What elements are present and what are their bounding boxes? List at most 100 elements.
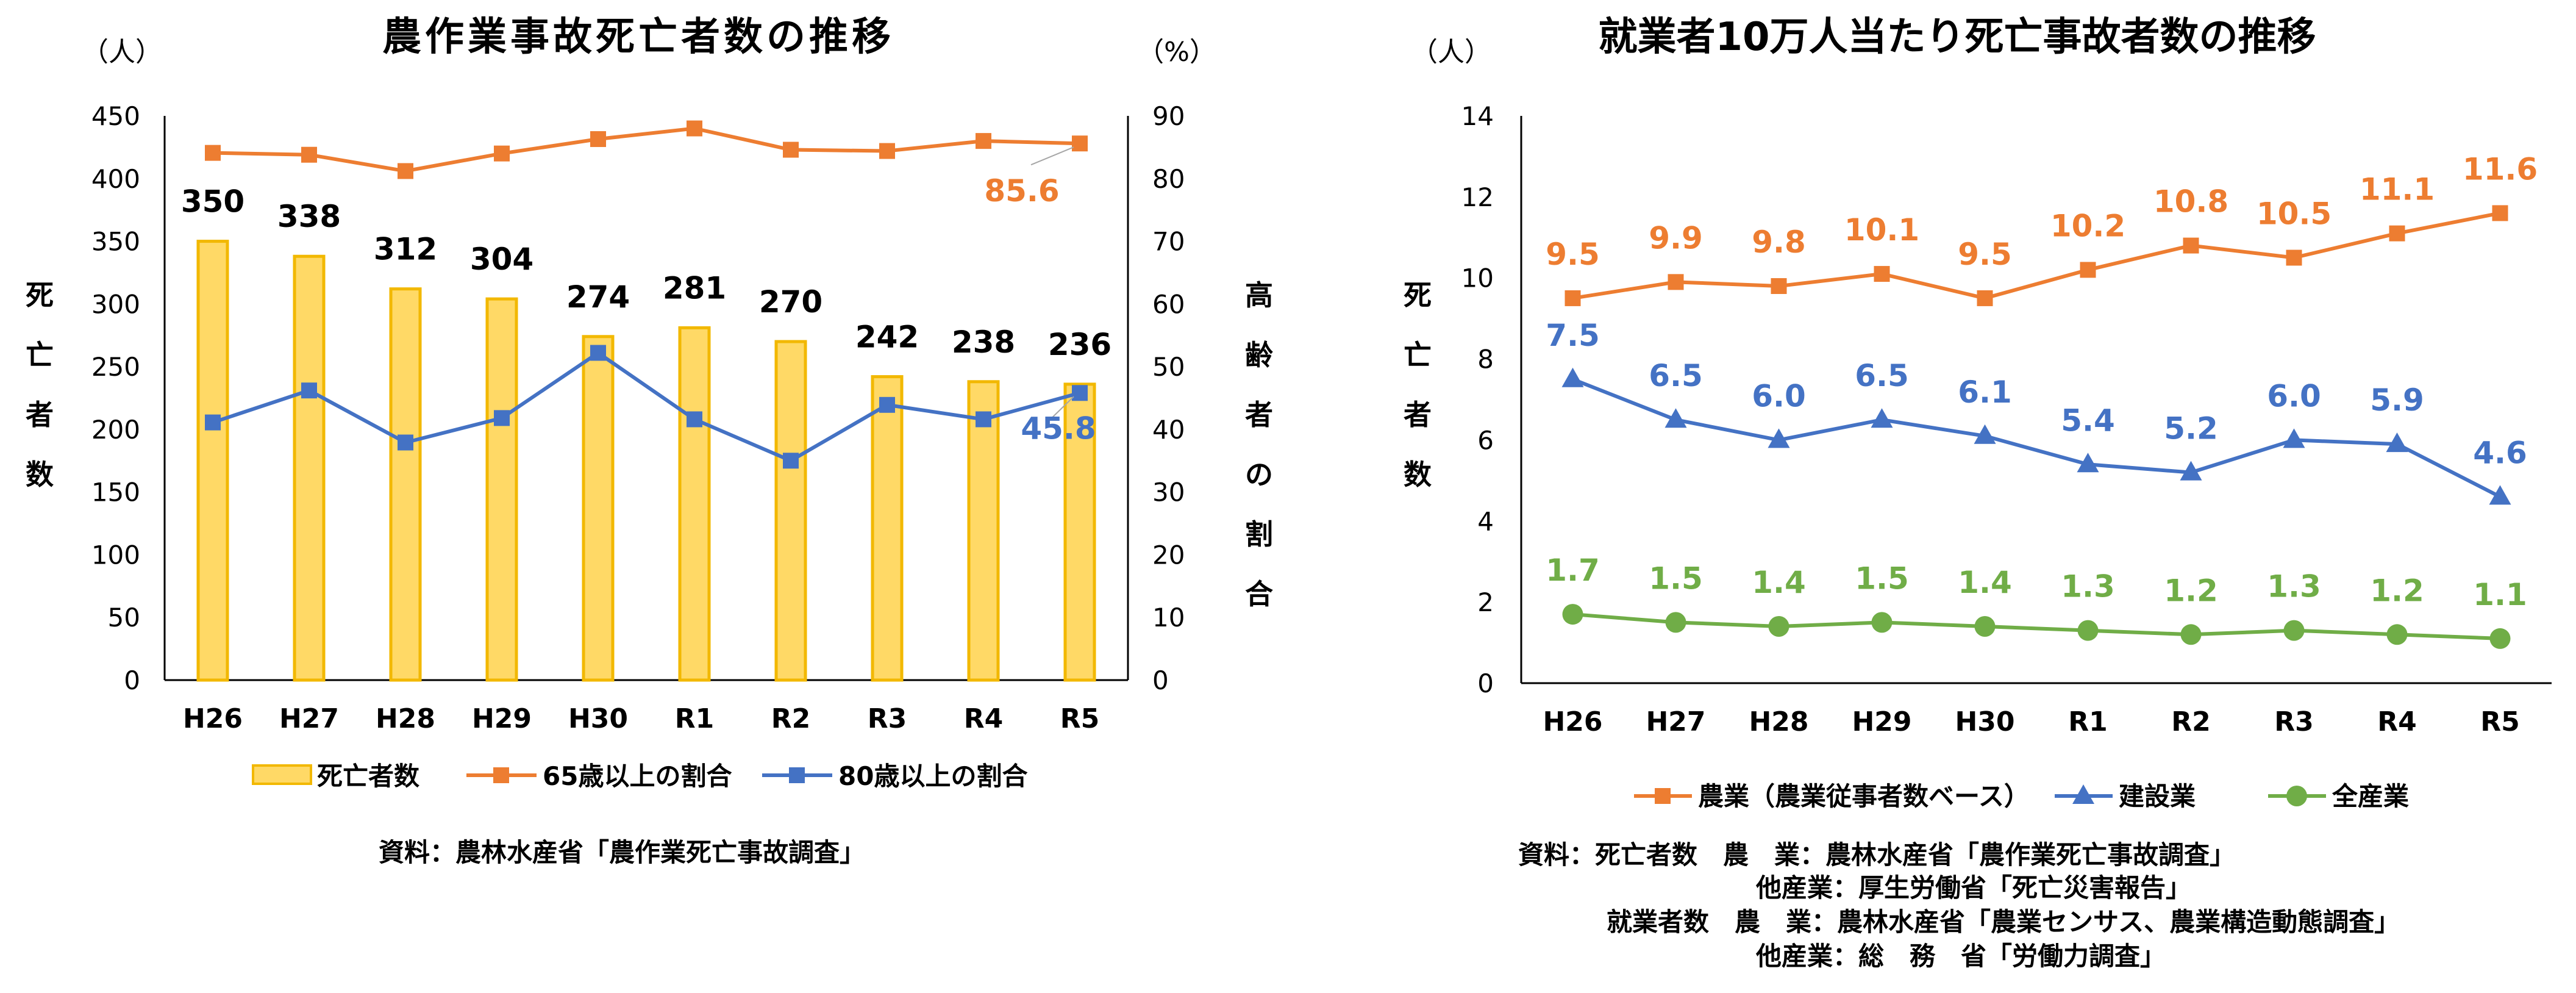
- x-tick-label: H26: [1543, 706, 1602, 737]
- over65-point: [1072, 135, 1088, 152]
- x-tick-label: R1: [2068, 706, 2108, 737]
- construction-point: [2180, 461, 2202, 481]
- bar: [774, 340, 807, 682]
- over80-point: [398, 434, 413, 451]
- bar: [1063, 382, 1096, 682]
- left-y-tick-label: 400: [91, 164, 140, 194]
- x-tick-label: R4: [964, 703, 1004, 734]
- agri-point: [1771, 278, 1787, 294]
- agri-point: [2492, 205, 2508, 221]
- bar: [678, 326, 711, 682]
- construction-value-label: 6.0: [1752, 378, 1806, 414]
- right-chart-legend: 農業（農業従事者数ベース） 建設業 全産業: [1634, 781, 2409, 811]
- construction-point: [1974, 424, 1996, 444]
- legend-marker-construction: [2072, 784, 2094, 804]
- left-y-unit: （人）: [82, 37, 162, 68]
- over65-point: [590, 131, 606, 148]
- right-y-tick-label: 40: [1152, 415, 1185, 445]
- agri-value-label: 10.2: [2050, 208, 2125, 243]
- x-tick-label: H26: [183, 703, 243, 734]
- agri-value-label: 10.5: [2257, 196, 2332, 232]
- construction-value-label: 5.9: [2370, 382, 2424, 418]
- agri-value-label: 9.9: [1649, 220, 1703, 256]
- bar: [871, 375, 904, 682]
- legend-marker-all-industry: [2286, 786, 2307, 806]
- right-y-axis-label-char: 者: [1404, 398, 1432, 431]
- agri-point: [2080, 262, 2096, 278]
- right-source-line-4: 他産業：総 務 省「労働力調査」: [1755, 941, 2166, 971]
- right-source-line-3: 就業者数 農 業：農林水産省「農業センサス、農業構造動態調査」: [1607, 907, 2400, 937]
- x-tick-label: R3: [868, 703, 907, 734]
- x-tick-label: H29: [1852, 706, 1911, 737]
- left-y-tick-label: 0: [124, 665, 140, 695]
- over80-point: [590, 345, 606, 361]
- agri-value-label: 10.8: [2153, 184, 2228, 220]
- left-y-tick-label: 300: [91, 289, 140, 319]
- y-tick-label: 14: [1461, 101, 1494, 131]
- left-chart-plot: 0 50 100 150 200 250 300 350 400 450 0 10 20 30 40 50 60…: [91, 101, 1185, 734]
- bar: [196, 240, 229, 682]
- right-source-line-1: 資料：死亡者数 農 業：農林水産省「農作業死亡事故調査」: [1518, 840, 2235, 870]
- construction-point: [1561, 367, 1584, 387]
- bar: [389, 287, 422, 682]
- y-tick-label: 2: [1477, 587, 1494, 617]
- over65-line: [212, 126, 1080, 173]
- left-y-axis-label-char: 死: [26, 279, 54, 312]
- construction-point: [1664, 408, 1687, 428]
- legend-label-agri: 農業（農業従事者数ベース）: [1698, 781, 2030, 811]
- bar-value-label: 281: [663, 270, 726, 306]
- bar-value-label: 242: [855, 320, 919, 355]
- right-source-line-2: 他産業：厚生労働省「死亡災害報告」: [1755, 873, 2191, 903]
- all-industry-value-label: 1.5: [1649, 561, 1703, 596]
- over80-point: [783, 453, 799, 469]
- bar-value-label: 350: [181, 184, 244, 220]
- all-industry-point: [2180, 624, 2202, 645]
- x-tick-label: R2: [2171, 706, 2211, 737]
- legend-label-over80: 80歳以上の割合: [838, 761, 1027, 791]
- construction-value-label: 6.5: [1649, 358, 1703, 393]
- bar-value-label: 270: [759, 284, 822, 320]
- construction-value-label: 5.2: [2164, 411, 2218, 446]
- bar-value-label: 312: [374, 232, 437, 267]
- all-industry-point: [1871, 612, 1893, 633]
- construction-value-label: 4.6: [2473, 435, 2527, 470]
- bar: [582, 335, 615, 682]
- construction-value-label: 6.5: [1855, 358, 1909, 393]
- agri-point: [1874, 266, 1890, 282]
- over65-point: [879, 143, 895, 159]
- over65-point: [494, 145, 510, 162]
- left-y-tick-label: 350: [91, 227, 140, 257]
- agri-value-label: 11.1: [2360, 172, 2435, 207]
- over65-point: [687, 120, 702, 137]
- agri-point: [2286, 249, 2302, 266]
- right-y-unit: （%）: [1137, 37, 1216, 68]
- over80-point: [301, 382, 317, 399]
- left-y-axis-label-char: 数: [26, 458, 54, 491]
- x-tick-label: H28: [376, 703, 435, 734]
- construction-value-label: 6.0: [2267, 378, 2321, 414]
- all-industry-point: [1562, 604, 1583, 625]
- construction-point: [2283, 428, 2305, 448]
- agri-point: [2183, 237, 2199, 254]
- left-y-tick-label: 50: [108, 603, 140, 633]
- construction-value-label: 6.1: [1958, 375, 2012, 410]
- y-tick-label: 12: [1461, 182, 1494, 212]
- over65-point: [205, 145, 221, 161]
- right-y-tick-label: 70: [1152, 227, 1185, 257]
- over80-point: [879, 396, 895, 413]
- legend-label-construction: 建設業: [2119, 781, 2196, 811]
- over65-end-label: 85.6: [984, 173, 1059, 209]
- over80-point: [687, 411, 702, 428]
- left-y2-axis-label-char: 者: [1245, 398, 1273, 431]
- agri-value-label: 10.1: [1844, 212, 1919, 248]
- left-chart-title: 農作業事故死亡者数の推移: [382, 15, 894, 60]
- all-industry-line: [1572, 612, 2500, 640]
- construction-point: [1768, 428, 1790, 448]
- right-y-tick-label: 0: [1152, 665, 1169, 695]
- bar-value-label: 236: [1048, 327, 1111, 362]
- agri-value-label: 9.5: [1546, 237, 1600, 272]
- all-industry-value-label: 1.3: [2061, 569, 2115, 604]
- x-tick-label: H27: [279, 703, 339, 734]
- x-tick-label: H30: [1955, 706, 2014, 737]
- agri-point: [1565, 290, 1581, 306]
